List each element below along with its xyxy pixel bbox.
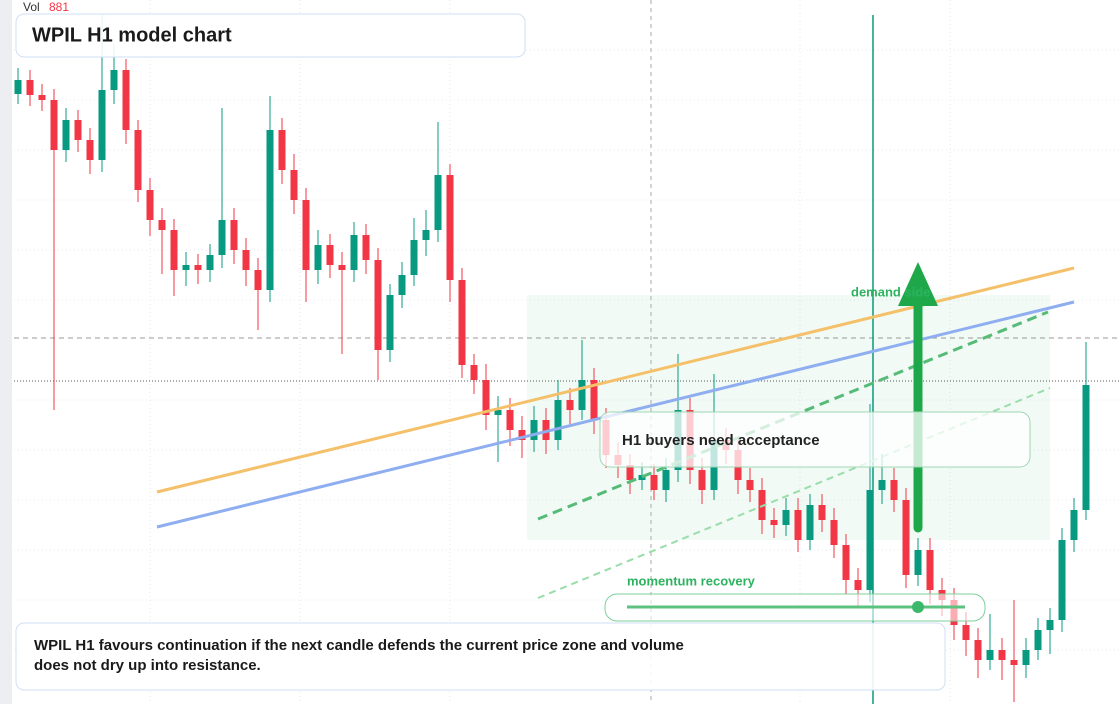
body bbox=[170, 230, 178, 270]
body bbox=[914, 550, 922, 575]
vol-label: Vol bbox=[23, 0, 40, 14]
body bbox=[194, 265, 202, 270]
body bbox=[878, 480, 886, 490]
body bbox=[374, 260, 382, 350]
body bbox=[386, 295, 394, 350]
body bbox=[662, 470, 670, 490]
body bbox=[902, 500, 910, 575]
annotation: H1 buyers need acceptance bbox=[622, 432, 820, 449]
body bbox=[26, 80, 34, 95]
body bbox=[86, 140, 94, 160]
body bbox=[302, 200, 310, 270]
body bbox=[362, 235, 370, 260]
body bbox=[218, 220, 226, 255]
body bbox=[278, 130, 286, 170]
body bbox=[1082, 385, 1090, 510]
body bbox=[458, 280, 466, 365]
body bbox=[1022, 650, 1030, 665]
body bbox=[482, 380, 490, 415]
body bbox=[74, 120, 82, 140]
body bbox=[314, 245, 322, 270]
body bbox=[14, 80, 22, 94]
body bbox=[350, 235, 358, 270]
note-wrap: WPIL H1 favours continuation if the next… bbox=[34, 637, 684, 674]
arrow-head bbox=[898, 262, 938, 306]
body bbox=[110, 70, 118, 90]
body bbox=[926, 550, 934, 590]
body bbox=[554, 400, 562, 440]
chart-title: WPIL H1 model chart bbox=[32, 24, 232, 46]
body bbox=[842, 545, 850, 580]
body bbox=[518, 430, 526, 440]
body bbox=[1034, 630, 1042, 650]
body bbox=[758, 490, 766, 520]
body bbox=[326, 245, 334, 265]
body bbox=[962, 625, 970, 640]
body bbox=[890, 480, 898, 500]
body bbox=[818, 505, 826, 520]
note-box bbox=[15, 622, 946, 691]
body bbox=[38, 95, 46, 100]
body bbox=[866, 490, 874, 590]
body bbox=[650, 475, 658, 490]
body bbox=[806, 505, 814, 540]
body bbox=[62, 120, 70, 150]
body bbox=[98, 90, 106, 160]
body bbox=[446, 175, 454, 280]
annotation: momentum recovery bbox=[627, 573, 756, 588]
body bbox=[266, 130, 274, 290]
body bbox=[830, 520, 838, 545]
body bbox=[1070, 510, 1078, 540]
body bbox=[158, 220, 166, 230]
title-box bbox=[15, 13, 526, 58]
body bbox=[206, 255, 214, 270]
body bbox=[590, 380, 598, 420]
body bbox=[698, 470, 706, 490]
body bbox=[566, 400, 574, 410]
body bbox=[578, 380, 586, 410]
body bbox=[1046, 620, 1054, 630]
body bbox=[494, 410, 502, 415]
body bbox=[986, 650, 994, 660]
body bbox=[230, 220, 238, 250]
body bbox=[338, 265, 346, 270]
body bbox=[542, 420, 550, 440]
left-strip bbox=[0, 0, 12, 704]
callout bbox=[599, 411, 1031, 468]
body bbox=[122, 70, 130, 130]
body bbox=[998, 650, 1006, 660]
note: WPIL H1 favours continuation if the next… bbox=[34, 637, 684, 674]
body bbox=[782, 510, 790, 525]
momentum-dot bbox=[912, 601, 924, 613]
body bbox=[530, 420, 538, 440]
body bbox=[638, 475, 646, 480]
body bbox=[50, 100, 58, 150]
annotation: demand side bbox=[851, 284, 930, 299]
body bbox=[434, 175, 442, 230]
body bbox=[146, 190, 154, 220]
body bbox=[422, 230, 430, 240]
body bbox=[854, 580, 862, 590]
body bbox=[746, 480, 754, 490]
body bbox=[974, 640, 982, 660]
body bbox=[470, 365, 478, 380]
body bbox=[290, 170, 298, 200]
body bbox=[770, 520, 778, 525]
body bbox=[254, 270, 262, 290]
body bbox=[242, 250, 250, 270]
body bbox=[506, 410, 514, 430]
body bbox=[626, 465, 634, 480]
body bbox=[182, 265, 190, 270]
body bbox=[1010, 660, 1018, 665]
body bbox=[1058, 540, 1066, 620]
body bbox=[398, 275, 406, 295]
body bbox=[410, 240, 418, 275]
vol-value: 881 bbox=[49, 0, 69, 14]
body bbox=[134, 130, 142, 190]
body bbox=[794, 510, 802, 540]
